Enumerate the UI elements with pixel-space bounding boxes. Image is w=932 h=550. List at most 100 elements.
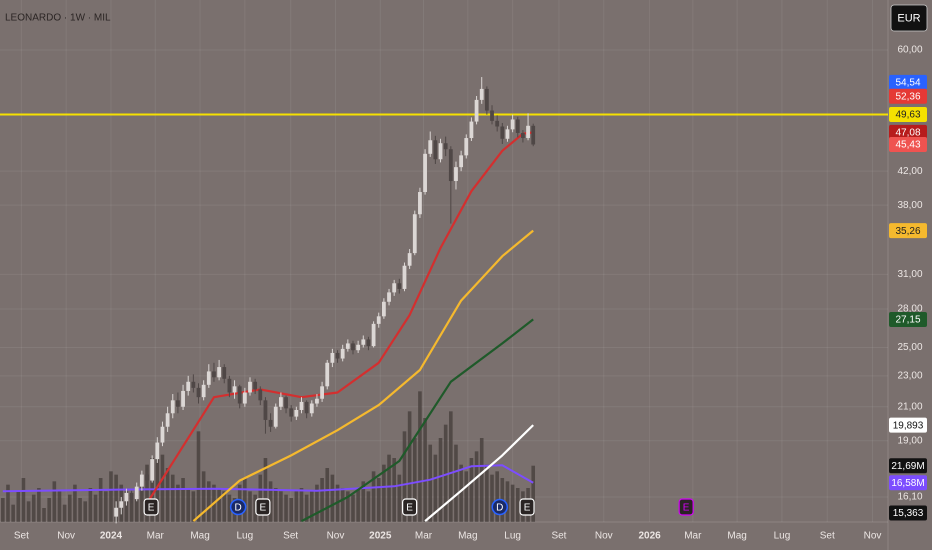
candle-body	[515, 119, 520, 133]
price-label-box	[889, 88, 927, 104]
volume-bar	[376, 478, 381, 522]
volume-bar	[243, 478, 247, 522]
volume-bar	[325, 468, 330, 522]
y-tick-label: 42,00	[897, 166, 922, 177]
volume-bar	[273, 488, 278, 522]
volume-bar	[124, 491, 129, 522]
volume-bar	[330, 474, 335, 522]
volume-bar	[438, 438, 443, 522]
volume-bar	[479, 438, 484, 522]
volume-bar	[351, 494, 355, 522]
price-label: 52,36	[895, 91, 920, 102]
volume-bar	[26, 501, 31, 522]
volume-bar	[387, 454, 391, 522]
y-tick-label: 19,00	[897, 435, 922, 446]
candle-body	[155, 442, 160, 460]
candle-body	[134, 486, 139, 500]
price-label-box	[889, 74, 927, 90]
event-marker	[519, 498, 535, 516]
candle-body	[237, 386, 242, 404]
volume-bar	[47, 498, 51, 522]
candle-body	[309, 403, 314, 414]
volume-bar	[268, 481, 273, 522]
volume-bar	[407, 411, 412, 522]
chart-title: LEONARDO · 1W · MIL	[5, 13, 111, 24]
candle-body	[263, 400, 268, 420]
volume-bar	[129, 494, 134, 522]
candle-body	[423, 153, 427, 193]
candle-body	[139, 474, 144, 487]
candle-body	[150, 459, 155, 481]
x-tick-label: Mag	[727, 531, 746, 542]
x-tick-label: Set	[14, 531, 29, 542]
price-label: 54,54	[895, 78, 920, 89]
event-label: E	[524, 503, 531, 514]
price-label: 49,63	[895, 110, 920, 121]
volume-bar	[176, 484, 180, 522]
candle-body	[129, 492, 134, 500]
x-tick-label: Mag	[190, 531, 209, 542]
volume-bar	[207, 481, 211, 522]
candle-body	[500, 126, 505, 139]
volume-bar	[495, 471, 499, 522]
candle-body	[454, 167, 458, 182]
x-tick-label: Set	[820, 531, 835, 542]
volume-bar	[428, 444, 433, 522]
x-tick-label: Lug	[774, 531, 791, 542]
volume-bar	[11, 504, 15, 522]
candle-body	[227, 378, 232, 393]
volume-bar	[485, 464, 489, 522]
candle-body	[217, 367, 222, 378]
candle-body	[176, 400, 180, 407]
volume-bar	[196, 431, 201, 522]
volume-bar	[418, 391, 422, 522]
candle-body	[320, 386, 324, 399]
event-label: E	[260, 503, 267, 514]
candle-body	[242, 392, 247, 404]
volume-bar	[356, 488, 360, 522]
volume-bar	[181, 478, 185, 522]
candle-body	[206, 371, 211, 385]
currency-label: EUR	[897, 12, 920, 24]
event-label: D	[496, 503, 503, 514]
volume-bar	[114, 474, 118, 522]
currency-button[interactable]	[890, 4, 928, 32]
volume-bar	[474, 451, 479, 522]
moving-average-line	[148, 131, 534, 500]
candle-body	[361, 339, 366, 345]
y-tick-label: 28,00	[897, 304, 922, 315]
candle-body	[479, 88, 484, 100]
candle-body	[160, 426, 165, 443]
candle-body	[124, 492, 129, 502]
volume-bar	[361, 481, 366, 522]
candle-body	[299, 401, 304, 410]
candle-body	[428, 140, 433, 154]
y-tick-label: 23,00	[897, 370, 922, 381]
price-label: 15,363	[893, 508, 924, 519]
volume-bar	[371, 471, 376, 522]
volume-bar	[21, 478, 26, 522]
price-label: 27,15	[895, 315, 920, 326]
candle-body	[505, 129, 510, 139]
volume-bar	[454, 444, 458, 522]
volume-bar	[6, 484, 10, 522]
candle-body	[289, 408, 294, 417]
candle-body	[253, 381, 258, 390]
volume-bar	[104, 491, 108, 522]
price-label-box	[889, 458, 927, 474]
price-label: 19,893	[893, 420, 924, 431]
event-marker	[229, 498, 247, 516]
volume-bar	[392, 458, 396, 522]
candle-body	[387, 292, 391, 302]
volume-bar	[1, 498, 5, 522]
price-label-box	[889, 505, 927, 521]
y-tick-label: 38,00	[897, 200, 922, 211]
candle-body	[170, 400, 175, 414]
event-marker	[491, 498, 508, 516]
candle-body	[376, 316, 381, 324]
event-label: D	[235, 503, 242, 514]
event-marker	[402, 498, 418, 516]
x-tick-label: Mar	[415, 531, 433, 542]
